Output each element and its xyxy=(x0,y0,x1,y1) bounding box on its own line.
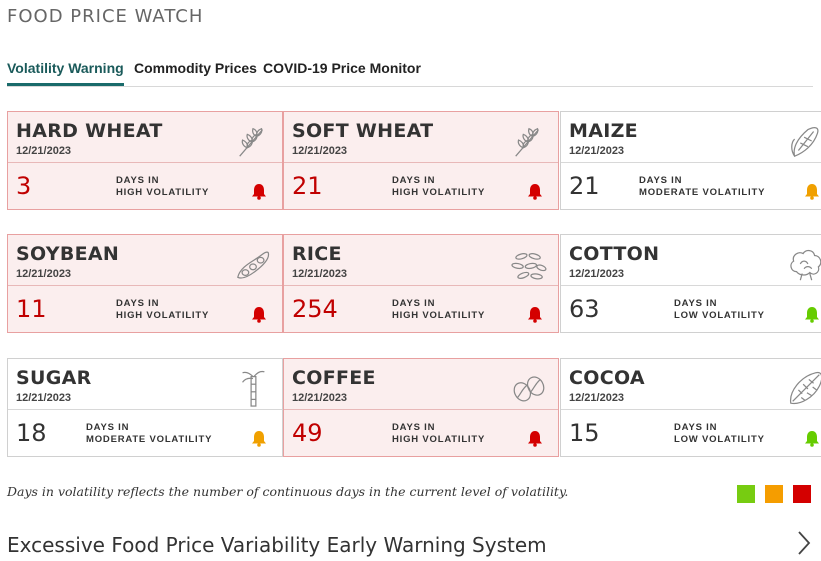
bell-icon xyxy=(252,307,266,323)
commodity-date: 12/21/2023 xyxy=(569,268,625,280)
days-count: 254 xyxy=(292,295,338,323)
commodity-date: 12/21/2023 xyxy=(16,145,72,157)
volatility-label: DAYS IN HIGH VOLATILITY xyxy=(116,175,210,198)
bell-icon xyxy=(252,431,266,447)
commodity-name: RICE xyxy=(292,243,342,265)
commodity-name: SOYBEAN xyxy=(16,243,120,265)
commodity-card-rice[interactable]: RICE 12/21/2023 254 DAYS IN HIGH VOLATILI… xyxy=(283,234,559,333)
volatility-label: DAYS IN MODERATE VOLATILITY xyxy=(86,422,213,445)
days-count: 63 xyxy=(569,295,600,323)
commodity-date: 12/21/2023 xyxy=(292,392,348,404)
commodity-date: 12/21/2023 xyxy=(16,268,72,280)
commodity-date: 12/21/2023 xyxy=(16,392,72,404)
bell-icon xyxy=(528,307,542,323)
days-count: 18 xyxy=(16,419,47,447)
volatility-label: DAYS IN LOW VOLATILITY xyxy=(674,298,765,321)
coffee-bean-icon xyxy=(513,376,545,402)
commodity-card-maize[interactable]: MAIZE 12/21/2023 21 DAYS IN MODERATE VOLA… xyxy=(560,111,821,210)
cotton-icon xyxy=(790,249,821,281)
commodity-name: SUGAR xyxy=(16,367,92,389)
volatility-label: DAYS IN HIGH VOLATILITY xyxy=(116,298,210,321)
bell-icon xyxy=(528,431,542,447)
volatility-note: Days in volatility reflects the number o… xyxy=(7,484,569,499)
volatility-label: DAYS IN HIGH VOLATILITY xyxy=(392,175,486,198)
days-count: 11 xyxy=(16,295,47,323)
volatility-label: DAYS IN LOW VOLATILITY xyxy=(674,422,765,445)
cocoa-pod-icon xyxy=(790,371,821,405)
legend-moderate-volatility-swatch xyxy=(765,485,783,503)
legend-high-volatility-swatch xyxy=(793,485,811,503)
commodity-name: COCOA xyxy=(569,367,645,389)
commodity-date: 12/21/2023 xyxy=(569,145,625,157)
chevron-right-icon[interactable] xyxy=(796,530,812,556)
commodity-name: SOFT WHEAT xyxy=(292,120,434,142)
tab-bar: Volatility Warning Commodity Prices COVI… xyxy=(7,60,813,87)
commodity-card-soybean[interactable]: SOYBEAN 12/21/2023 11 DAYS IN HIGH VOLATI… xyxy=(7,234,283,333)
page-title: FOOD PRICE WATCH xyxy=(7,6,204,27)
sugarcane-icon xyxy=(242,370,265,407)
commodity-date: 12/21/2023 xyxy=(569,392,625,404)
volatility-label: DAYS IN HIGH VOLATILITY xyxy=(392,422,486,445)
commodity-card-soft-wheat[interactable]: SOFT WHEAT 12/21/2023 21 DAYS IN HIGH VOL… xyxy=(283,111,559,210)
days-count: 15 xyxy=(569,419,600,447)
legend-low-volatility-swatch xyxy=(737,485,755,503)
wheat-icon xyxy=(239,127,263,157)
volatility-label: DAYS IN MODERATE VOLATILITY xyxy=(639,175,766,198)
commodity-date: 12/21/2023 xyxy=(292,145,348,157)
rice-icon xyxy=(511,253,547,280)
bell-icon xyxy=(252,184,266,200)
tab-commodity-prices[interactable]: Commodity Prices xyxy=(134,60,257,76)
bell-icon xyxy=(528,184,542,200)
days-count: 3 xyxy=(16,172,32,200)
commodity-name: MAIZE xyxy=(569,120,638,142)
soybean-icon xyxy=(237,251,270,279)
tab-covid-price-monitor[interactable]: COVID-19 Price Monitor xyxy=(263,60,421,76)
wheat-icon xyxy=(515,127,539,157)
commodity-card-coffee[interactable]: COFFEE 12/21/2023 49 DAYS IN HIGH VOLATIL… xyxy=(283,358,559,457)
corn-icon xyxy=(791,127,819,158)
commodity-name: COTTON xyxy=(569,243,660,265)
bell-icon xyxy=(805,307,819,323)
bell-icon xyxy=(805,431,819,447)
commodity-card-hard-wheat[interactable]: HARD WHEAT 12/21/2023 3 DAYS IN HIGH VOLA… xyxy=(7,111,283,210)
days-count: 21 xyxy=(569,172,600,200)
commodity-date: 12/21/2023 xyxy=(292,268,348,280)
days-count: 49 xyxy=(292,419,323,447)
commodity-card-cotton[interactable]: COTTON 12/21/2023 63 DAYS IN LOW VOLATILI… xyxy=(560,234,821,333)
commodity-card-cocoa[interactable]: COCOA 12/21/2023 15 DAYS IN LOW VOLATILIT… xyxy=(560,358,821,457)
commodity-name: HARD WHEAT xyxy=(16,120,163,142)
tab-volatility-warning[interactable]: Volatility Warning xyxy=(7,60,124,86)
bell-icon xyxy=(805,184,819,200)
volatility-label: DAYS IN HIGH VOLATILITY xyxy=(392,298,486,321)
days-count: 21 xyxy=(292,172,323,200)
commodity-card-sugar[interactable]: SUGAR 12/21/2023 18 DAYS IN MODERATE VOLA… xyxy=(7,358,283,457)
early-warning-system-link[interactable]: Excessive Food Price Variability Early W… xyxy=(7,533,547,557)
commodity-name: COFFEE xyxy=(292,367,376,389)
